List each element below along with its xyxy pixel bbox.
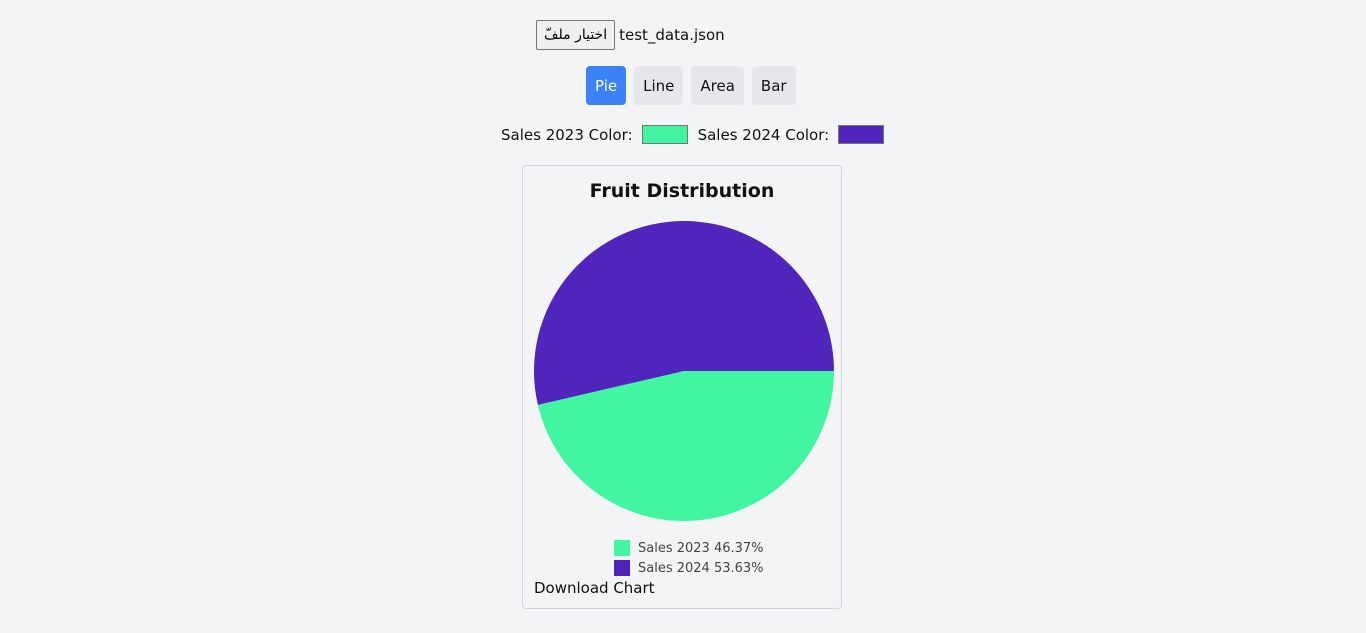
choose-file-button[interactable]: اختيار ملفّ	[536, 20, 616, 50]
pie-chart	[534, 221, 834, 522]
download-chart-button[interactable]: Download Chart	[534, 579, 655, 597]
legend-label: Sales 2023 46.37%	[638, 540, 764, 556]
sales-2023-color-label: Sales 2023 Color:	[501, 125, 633, 144]
legend-item-sales-2023: Sales 2023 46.37%	[614, 538, 764, 558]
pie-slice-sales-2023	[537, 371, 834, 522]
sales-2024-color-input[interactable]	[838, 125, 885, 144]
chart-legend: Sales 2023 46.37% Sales 2024 53.63%	[614, 538, 764, 578]
sales-2023-color-input[interactable]	[641, 125, 688, 144]
file-name: test_data.json	[619, 26, 725, 44]
color-pickers: Sales 2023 Color: Sales 2024 Color:	[501, 125, 894, 144]
chart-card: Fruit Distribution Sales 2023 46.37% Sal…	[522, 165, 842, 609]
file-input: اختيار ملفّ test_data.json	[536, 20, 725, 50]
legend-swatch	[614, 560, 630, 576]
legend-label: Sales 2024 53.63%	[638, 560, 764, 576]
chart-title: Fruit Distribution	[589, 180, 775, 202]
bar-button[interactable]: Bar	[751, 66, 796, 105]
sales-2024-color-label: Sales 2024 Color:	[697, 125, 830, 144]
area-button[interactable]: Area	[691, 66, 744, 105]
legend-item-sales-2024: Sales 2024 53.63%	[614, 558, 764, 578]
legend-swatch	[614, 540, 630, 556]
line-button[interactable]: Line	[634, 66, 684, 105]
pie-slice-sales-2024	[534, 221, 834, 405]
pie-button[interactable]: Pie	[586, 66, 627, 105]
chart-type-buttons: Pie Line Area Bar	[586, 66, 796, 105]
